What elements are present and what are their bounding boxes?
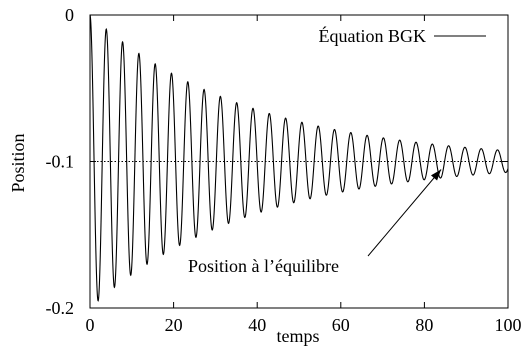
x-tick-label: 20 <box>165 315 183 335</box>
labels: Position temps Équation BGK Position à l… <box>8 25 486 346</box>
annotation-arrowhead <box>430 169 442 181</box>
y-axis-label: Position <box>8 133 28 192</box>
annotation-arrow <box>367 169 442 257</box>
x-tick-label: 40 <box>248 315 266 335</box>
x-tick-label: 100 <box>495 315 522 335</box>
legend-label: Équation BGK <box>319 25 427 46</box>
x-axis-label: temps <box>277 326 320 346</box>
plot-area <box>89 14 509 302</box>
x-tick-label: 60 <box>332 315 350 335</box>
x-tick-label: 80 <box>415 315 433 335</box>
y-tick-label: -0.2 <box>46 298 75 318</box>
axes: 0 20 40 60 80 100 -0.2 -0.1 0 <box>46 5 522 335</box>
x-tick-label: 0 <box>86 315 95 335</box>
y-tick-label: -0.1 <box>46 152 75 172</box>
equilibrium-annotation: Position à l’équilibre <box>188 256 339 276</box>
y-tick-label: 0 <box>65 5 74 25</box>
